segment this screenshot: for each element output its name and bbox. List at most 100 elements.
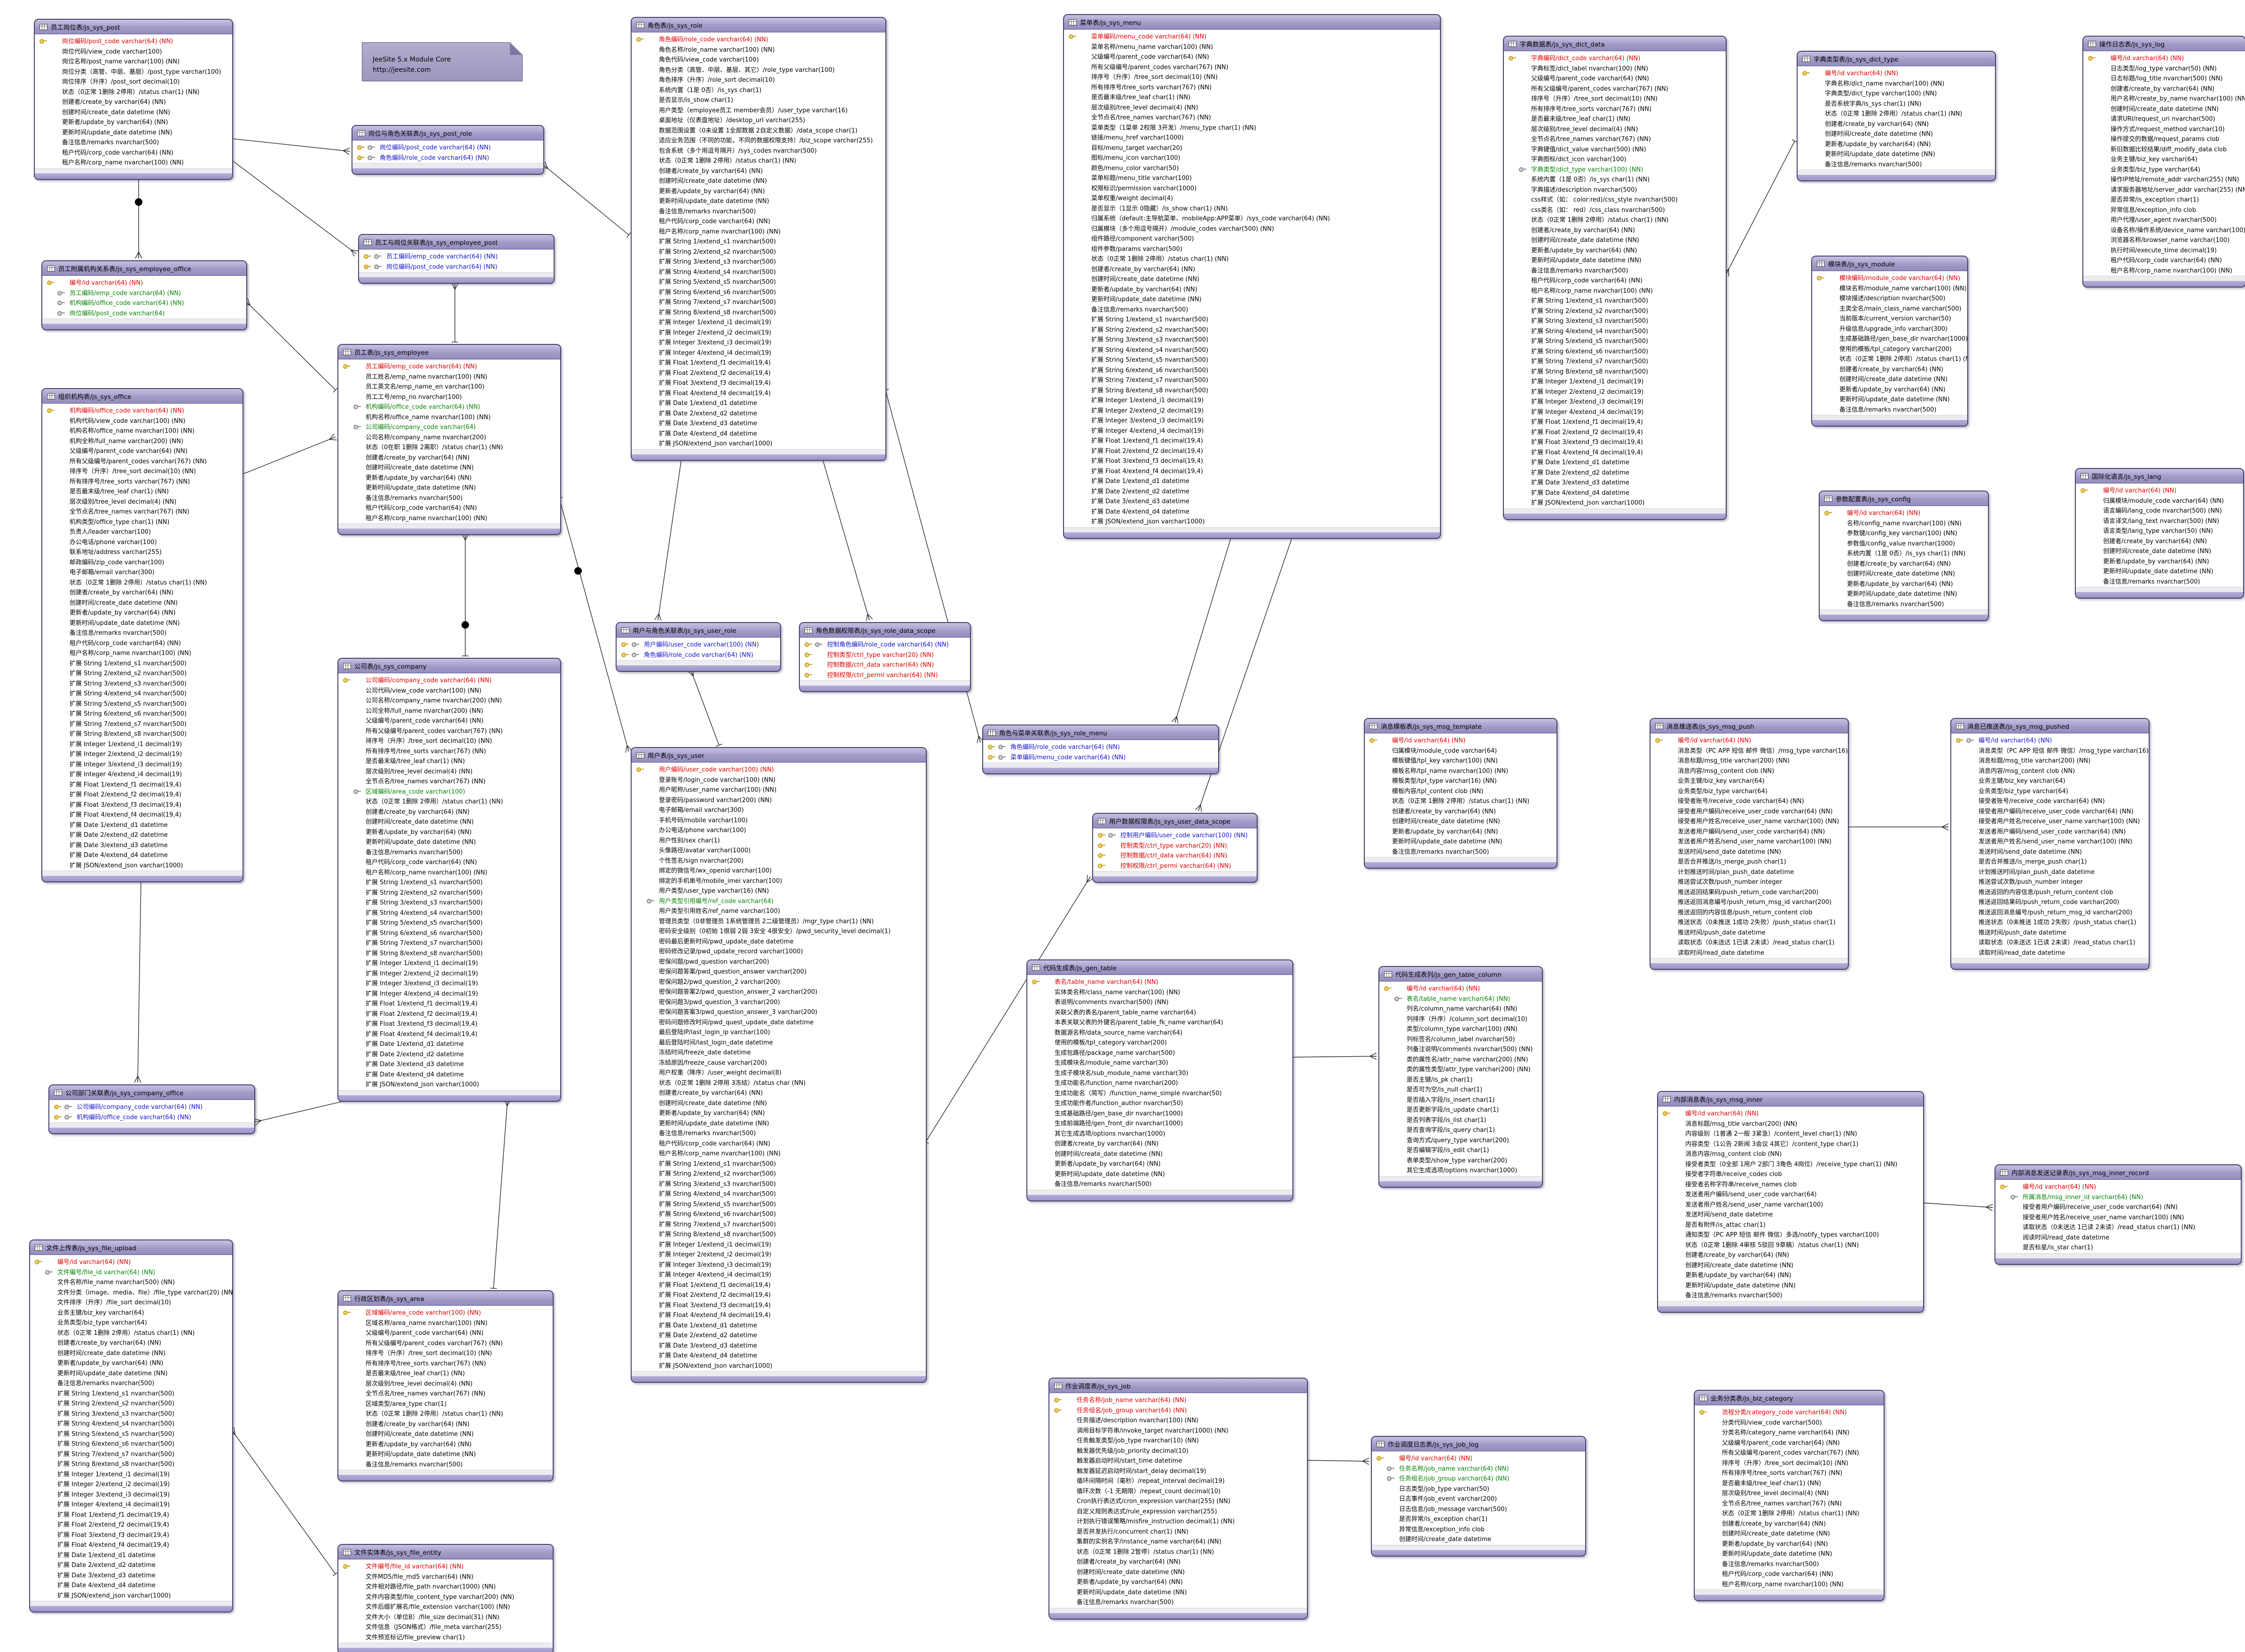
table-header-sys_role[interactable]: 角色表/js_sys_role <box>632 18 885 32</box>
table-sys_job[interactable]: 作业调度表/js_sys_job 任务名称/job_name varchar(64… <box>1048 1378 1308 1620</box>
table-header-sys_config[interactable]: 参数配置表/js_sys_config <box>1820 491 1988 506</box>
table-header-sys_employee[interactable]: 员工表/js_sys_employee <box>338 345 560 359</box>
relationship-line[interactable] <box>540 162 631 238</box>
table-header-sys_log[interactable]: 操作日志表/js_sys_log <box>2083 37 2245 51</box>
table-sys_area[interactable]: 行政区划表/js_sys_area 区域编码/area_code varchar(… <box>337 1290 554 1481</box>
field-text: 创建时间/create_date datetime (NN) <box>70 599 178 607</box>
table-title: 组织机构表/js_sys_office <box>58 393 132 401</box>
table-sys_role_data_scope[interactable]: 角色数据权限表/js_sys_role_data_scope 控制角色编码/rol… <box>799 622 971 692</box>
table-biz_category[interactable]: 业务分类表/js_biz_category 流程分类/category_code … <box>1694 1390 1885 1601</box>
table-sys_role_menu[interactable]: 角色与菜单关联表/js_sys_role_menu 角色编码/role_code … <box>982 725 1219 774</box>
relationship-line[interactable] <box>819 457 873 622</box>
relationship-line[interactable] <box>242 298 338 393</box>
table-header-biz_category[interactable]: 业务分类表/js_biz_category <box>1695 1391 1884 1405</box>
table-header-sys_msg_pushed[interactable]: 消息已推送表/js_sys_msg_pushed <box>1951 719 2149 733</box>
table-header-gen_table_column[interactable]: 代码生成表列/js_gen_table_column <box>1379 967 1542 982</box>
relationship-line[interactable] <box>923 875 1094 1144</box>
table-sys_module[interactable]: 模块表/js_sys_module 模块编码/module_code varcha… <box>1811 256 1968 427</box>
table-header-sys_user[interactable]: 用户表/js_sys_user <box>632 748 926 763</box>
table-sys_user[interactable]: 用户表/js_sys_user 用户编码/user_code varchar(10… <box>631 747 927 1383</box>
relationship-line[interactable] <box>654 458 685 621</box>
table-sys_user_role[interactable]: 用户与角色关联表/js_sys_user_role 用户编码/user_code … <box>616 622 781 672</box>
table-header-sys_role_data_scope[interactable]: 角色数据权限表/js_sys_role_data_scope <box>800 623 970 638</box>
table-header-sys_company_office[interactable]: 公司部门关联表/js_sys_company_office <box>49 1085 254 1100</box>
table-header-sys_post_role[interactable]: 岗位与角色关联表/js_sys_post_role <box>352 126 543 140</box>
table-sys_user_data_scope[interactable]: 用户数据权限表/js_sys_user_data_scope 控制用户编码/use… <box>1092 813 1258 883</box>
relationship-line[interactable] <box>556 497 633 753</box>
table-header-sys_module[interactable]: 模块表/js_sys_module <box>1812 257 1967 271</box>
relationship-line[interactable] <box>230 135 350 155</box>
table-sys_employee_office[interactable]: 员工附属机构关系表/js_sys_employee_office 编号/id va… <box>41 260 247 330</box>
field-text: 发送者用户姓名/send_user_name varchar(100) (NN) <box>1979 838 2133 846</box>
field-row: 更新时间/update_date datetime (NN) <box>338 1449 553 1459</box>
relationship-line[interactable] <box>490 1099 511 1289</box>
relationship-line[interactable] <box>1291 1052 1377 1061</box>
table-header-sys_job[interactable]: 作业调度表/js_sys_job <box>1049 1379 1307 1393</box>
relationship-line[interactable] <box>687 669 722 747</box>
table-header-sys_user_data_scope[interactable]: 用户数据权限表/js_sys_user_data_scope <box>1093 814 1257 828</box>
relationship-line[interactable] <box>1306 1457 1369 1465</box>
table-sys_menu[interactable]: 菜单表/js_sys_menu 菜单编码/menu_code varchar(64… <box>1063 14 1441 539</box>
table-sys_lang[interactable]: 国际化语言/js_sys_lang 编号/id varchar(64) (NN) 归… <box>2075 468 2244 599</box>
table-sys_msg_inner_record[interactable]: 内部消息发送记录表/js_sys_msg_inner_record 编号/id v… <box>1995 1164 2242 1265</box>
table-sys_company_office[interactable]: 公司部门关联表/js_sys_company_office 公司编码/compan… <box>48 1084 255 1134</box>
relationship-line[interactable] <box>134 880 145 1083</box>
table-sys_job_log[interactable]: 作业调度日志表/js_sys_job_log 编号/id varchar(64) … <box>1371 1436 1586 1557</box>
table-sys_msg_pushed[interactable]: 消息已推送表/js_sys_msg_pushed 编号/id varchar(64… <box>1950 718 2150 970</box>
table-sys_config[interactable]: 参数配置表/js_sys_config 编号/id varchar(64) (NN… <box>1819 491 1989 621</box>
table-sys_dict_type[interactable]: 字典类型表/js_sys_dict_type 编号/id varchar(64) … <box>1797 51 1996 181</box>
relationship-line[interactable] <box>1921 1199 1993 1211</box>
table-header-sys_msg_template[interactable]: 消息模板表/js_sys_msg_template <box>1365 719 1557 733</box>
table-sys_msg_template[interactable]: 消息模板表/js_sys_msg_template 编号/id varchar(6… <box>1364 718 1557 869</box>
table-header-gen_table[interactable]: 代码生成表/js_gen_table <box>1027 960 1292 975</box>
table-header-sys_menu[interactable]: 菜单表/js_sys_menu <box>1064 15 1440 30</box>
table-gen_table_column[interactable]: 代码生成表列/js_gen_table_column 编号/id varchar(… <box>1378 966 1543 1188</box>
relationship-line[interactable] <box>254 1095 359 1126</box>
table-header-sys_dict_data[interactable]: 字典数据表/js_sys_dict_data <box>1504 37 1726 51</box>
field-text: 包含系统（多个用逗号隔开）/sys_codes nvarchar(500) <box>659 147 817 155</box>
foreign-key-icon <box>998 755 1006 760</box>
table-header-sys_role_menu[interactable]: 角色与菜单关联表/js_sys_role_menu <box>983 725 1218 740</box>
table-header-sys_msg_inner_record[interactable]: 内部消息发送记录表/js_sys_msg_inner_record <box>1995 1165 2241 1180</box>
relationship-line[interactable] <box>240 434 337 478</box>
field-row: 列标签名/column_label nvarchar(50) <box>1379 1034 1542 1044</box>
table-sys_dict_data[interactable]: 字典数据表/js_sys_dict_data 字典编码/dict_code var… <box>1503 36 1727 520</box>
table-sys_company[interactable]: 公司表/js_sys_company 公司编码/company_code varc… <box>337 658 561 1102</box>
table-header-sys_post[interactable]: 员工岗位表/js_sys_post <box>35 20 232 34</box>
relationship-line[interactable] <box>228 1427 339 1576</box>
table-header-sys_msg_push[interactable]: 消息推送表/js_sys_msg_push <box>1651 719 1848 733</box>
table-header-sys_user_role[interactable]: 用户与角色关联表/js_sys_user_role <box>617 623 780 638</box>
table-sys_log[interactable]: 操作日志表/js_sys_log 编号/id varchar(64) (NN) 日志… <box>2082 36 2245 288</box>
field-text: 接受者用户姓名/receive_user_name varchar(100) (… <box>1979 818 2140 826</box>
table-sys_file_upload[interactable]: 文件上传表/js_sys_file_upload 编号/id varchar(64… <box>29 1239 233 1613</box>
table-sys_role[interactable]: 角色表/js_sys_role 角色编码/role_code varchar(64… <box>631 17 886 461</box>
table-sys_file_entity[interactable]: 文件实体表/js_sys_file_entity 文件编号/file_id var… <box>337 1544 554 1652</box>
table-header-sys_office[interactable]: 组织机构表/js_sys_office <box>42 389 242 404</box>
table-fields: 员工编码/emp_code varchar(64) (NN) 岗位编码/post_… <box>359 249 554 272</box>
field-text: 创建者/create_by varchar(64) (NN) <box>366 808 470 816</box>
field-text: 扩展 String 3/extend_s3 nvarchar(500) <box>70 680 187 687</box>
table-sys_post_role[interactable]: 岗位与角色关联表/js_sys_post_role 岗位编码/post_code … <box>352 125 544 175</box>
table-sys_msg_inner[interactable]: 内部消息表/js_sys_msg_inner 编号/id varchar(64) … <box>1657 1091 1924 1313</box>
table-header-sys_msg_inner[interactable]: 内部消息表/js_sys_msg_inner <box>1658 1092 1923 1107</box>
table-header-sys_file_entity[interactable]: 文件实体表/js_sys_file_entity <box>338 1545 553 1559</box>
table-header-sys_job_log[interactable]: 作业调度日志表/js_sys_job_log <box>1372 1437 1585 1451</box>
table-sys_employee_post[interactable]: 员工与岗位关联表/js_sys_employee_post 员工编码/emp_co… <box>358 234 555 284</box>
relationship-line[interactable] <box>229 156 359 257</box>
table-header-sys_area[interactable]: 行政区划表/js_sys_area <box>338 1291 553 1306</box>
table-sys_employee[interactable]: 员工表/js_sys_employee 员工编码/emp_code varchar… <box>337 344 561 535</box>
table-header-sys_company[interactable]: 公司表/js_sys_company <box>338 659 560 673</box>
table-sys_office[interactable]: 组织机构表/js_sys_office 机构编码/office_code varc… <box>41 388 243 882</box>
relationship-line[interactable] <box>1722 139 1798 277</box>
field-text: 生成基础路径/gen_base_dir nvarchar(1000) <box>1839 335 1967 343</box>
table-sys_msg_push[interactable]: 消息推送表/js_sys_msg_push 编号/id varchar(64) (… <box>1650 718 1849 970</box>
table-header-sys_employee_office[interactable]: 员工附属机构关系表/js_sys_employee_office <box>42 261 246 276</box>
table-sys_post[interactable]: 员工岗位表/js_sys_post 岗位编码/post_code varchar(… <box>34 19 233 180</box>
table-header-sys_employee_post[interactable]: 员工与岗位关联表/js_sys_employee_post <box>359 235 554 249</box>
table-header-sys_file_upload[interactable]: 文件上传表/js_sys_file_upload <box>30 1240 232 1255</box>
table-gen_table[interactable]: 代码生成表/js_gen_table 表名/table_name varchar(… <box>1026 959 1293 1201</box>
field-row: 用户性别/sex char(1) <box>632 835 926 845</box>
table-header-sys_lang[interactable]: 国际化语言/js_sys_lang <box>2076 469 2243 483</box>
table-header-sys_dict_type[interactable]: 字典类型表/js_sys_dict_type <box>1798 52 1995 66</box>
relationship-line[interactable] <box>1171 535 1235 724</box>
